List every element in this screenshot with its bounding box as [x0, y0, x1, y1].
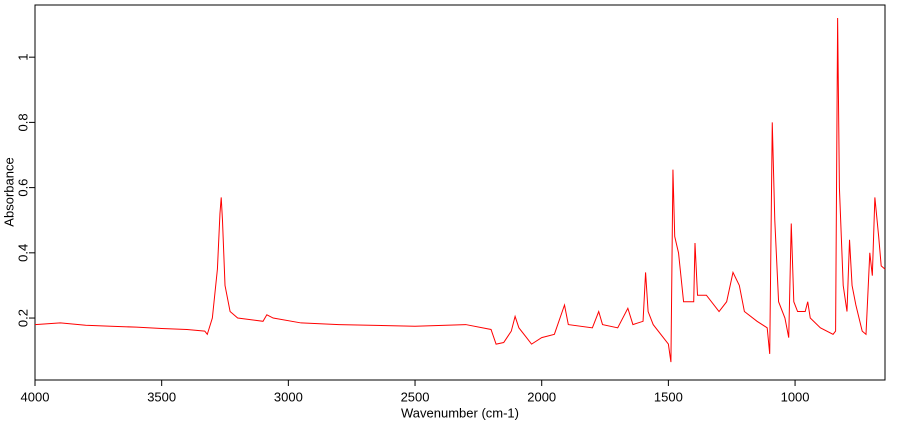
- x-tick-label: 1500: [654, 389, 683, 404]
- y-tick-label: 0.4: [15, 244, 30, 262]
- x-tick-label: 4000: [21, 389, 50, 404]
- spectrum-line: [34, 18, 886, 363]
- x-tick-label: 2000: [527, 389, 556, 404]
- y-tick-label: 0.2: [15, 309, 30, 327]
- y-axis-label: Absorbance: [1, 157, 16, 226]
- x-tick-label: 3500: [147, 389, 176, 404]
- x-axis-label: Wavenumber (cm-1): [401, 405, 519, 420]
- plot-frame: [34, 4, 886, 381]
- y-tick-label: 0.6: [15, 179, 30, 197]
- x-tick-label: 1000: [781, 389, 810, 404]
- x-tick-label: 3000: [274, 389, 303, 404]
- x-tick-label: 2500: [401, 389, 430, 404]
- y-tick-label: 1: [15, 54, 30, 61]
- y-tick-label: 0.8: [15, 113, 30, 131]
